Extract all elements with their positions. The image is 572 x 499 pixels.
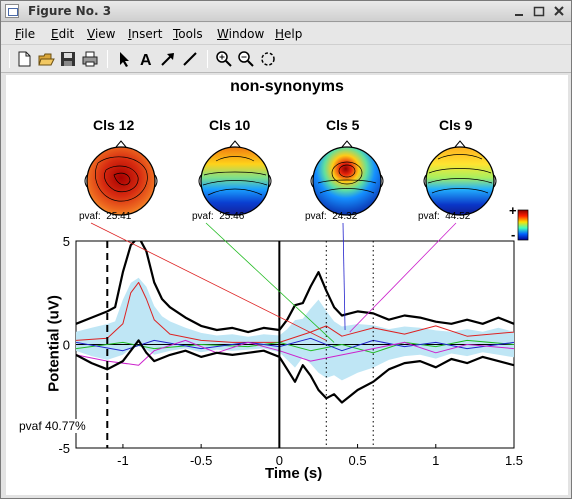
map-connector-line [205, 222, 335, 343]
menu-help[interactable]: Help [275, 27, 303, 41]
colorbar-plus: + [509, 203, 517, 218]
open-folder-icon[interactable] [37, 50, 55, 68]
figure-canvas: non-synonyms [6, 75, 568, 495]
pvaf-label: pvaf: 24.32 [305, 211, 358, 222]
menu-file[interactable]: File [15, 27, 36, 41]
connector-lines [90, 222, 457, 343]
x-axis-label: Time (s) [265, 465, 323, 482]
toolbar-separator [9, 50, 10, 68]
rotate-icon[interactable] [259, 50, 277, 68]
y-tick-label: 0 [63, 338, 70, 353]
series-line [76, 339, 514, 404]
y-tick-label: 5 [63, 234, 70, 249]
x-tick-label: -1 [117, 453, 129, 468]
pvaf-label: pvaf: 25.46 [192, 211, 245, 222]
series-line [76, 241, 514, 334]
window-title: Figure No. 3 [28, 4, 112, 18]
menu-tools[interactable]: Tools [173, 27, 203, 41]
map-connector-line [349, 222, 457, 333]
component-label: Cls 12 [93, 117, 135, 133]
colorbar-minus: - [511, 227, 516, 242]
series-line [76, 339, 514, 354]
insert-text-icon[interactable]: A [137, 50, 155, 69]
minimize-icon[interactable] [511, 4, 527, 19]
menu-view[interactable]: View [87, 27, 116, 41]
y-tick-label: -5 [58, 441, 70, 456]
map-connector-line [342, 222, 346, 331]
series-line [76, 281, 514, 343]
y-axis-label: Potential (uV) [45, 295, 63, 392]
pvaf-label: pvaf: 44.52 [418, 211, 471, 222]
component-label: Cls 5 [326, 117, 360, 133]
close-icon[interactable] [551, 4, 567, 19]
plot-area [76, 241, 514, 448]
menu-insert[interactable]: Insert [128, 27, 163, 41]
print-icon[interactable] [81, 50, 99, 68]
menu-edit[interactable]: Edit [51, 27, 75, 41]
toolbar: A [1, 45, 571, 73]
new-file-icon[interactable] [15, 50, 33, 68]
save-icon[interactable] [59, 50, 77, 68]
figure-title: non-synonyms [230, 78, 344, 95]
scalp-map-cls10 [198, 140, 272, 216]
total-pvaf: pvaf 40.77% [19, 419, 86, 433]
component-label: Cls 9 [439, 117, 473, 133]
menu-bar: File Edit View Insert Tools Window Help [1, 23, 571, 45]
scalp-map-cls5 [310, 140, 384, 216]
x-tick-label: 1.5 [505, 453, 523, 468]
component-label: Cls 10 [209, 117, 251, 133]
menu-window[interactable]: Window [217, 27, 265, 41]
variance-envelope [76, 277, 514, 381]
erp-plot: -1 -0.5 0 0.5 1 1.5 -5 0 5 [58, 140, 529, 468]
insert-line-icon[interactable] [181, 50, 199, 68]
toolbar-separator [207, 50, 208, 68]
scalp-map-cls9 [423, 140, 497, 216]
maximize-icon[interactable] [531, 4, 547, 19]
axis-ticks: -1 -0.5 0 0.5 1 1.5 -5 0 5 [58, 234, 523, 468]
insert-arrow-icon[interactable] [159, 50, 177, 68]
x-tick-label: -0.5 [190, 453, 212, 468]
x-tick-label: 0.5 [349, 453, 367, 468]
title-bar[interactable]: Figure No. 3 [1, 1, 571, 22]
select-arrow-icon[interactable] [115, 50, 133, 68]
window-icon [5, 4, 19, 18]
colorbar [517, 209, 529, 241]
scalp-map-cls12 [84, 140, 158, 216]
zoom-in-icon[interactable] [215, 50, 233, 68]
pvaf-label: pvaf: 25.41 [79, 211, 132, 222]
x-tick-label: 0 [276, 453, 283, 468]
zoom-out-icon[interactable] [237, 50, 255, 68]
toolbar-separator [107, 50, 108, 68]
map-connector-line [90, 222, 327, 341]
svg-text:A: A [140, 52, 152, 68]
series-line [76, 337, 514, 352]
x-tick-label: 1 [432, 453, 439, 468]
